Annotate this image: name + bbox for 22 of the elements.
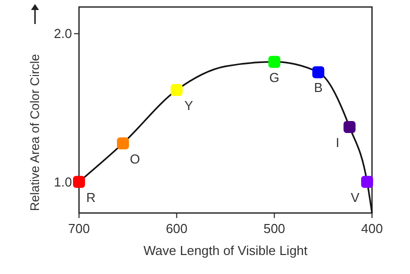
y-tick-label: 1.0 — [54, 174, 72, 190]
annotation: I — [336, 135, 340, 150]
point — [361, 176, 374, 188]
x-axis-title: Wave Length of Visible Light — [143, 243, 308, 258]
annotation: O — [130, 151, 140, 166]
point — [73, 176, 85, 188]
point — [344, 121, 356, 134]
y-tick-label: 2.0 — [54, 26, 72, 42]
annotation: V — [350, 190, 360, 205]
x-tick-label: 400 — [361, 221, 383, 236]
annotation: G — [269, 70, 280, 85]
annotation: B — [314, 80, 323, 96]
point — [268, 56, 280, 68]
y-axis-title: Relative Area of Color Circle — [28, 54, 42, 211]
x-tick-label: 600 — [166, 221, 188, 236]
x-tick-label: 700 — [68, 221, 90, 236]
annotation: Y — [184, 98, 194, 113]
point — [312, 66, 324, 78]
annotation: R — [86, 190, 96, 205]
point — [116, 137, 129, 150]
x-tick-label: 500 — [263, 221, 286, 236]
point — [170, 84, 183, 96]
